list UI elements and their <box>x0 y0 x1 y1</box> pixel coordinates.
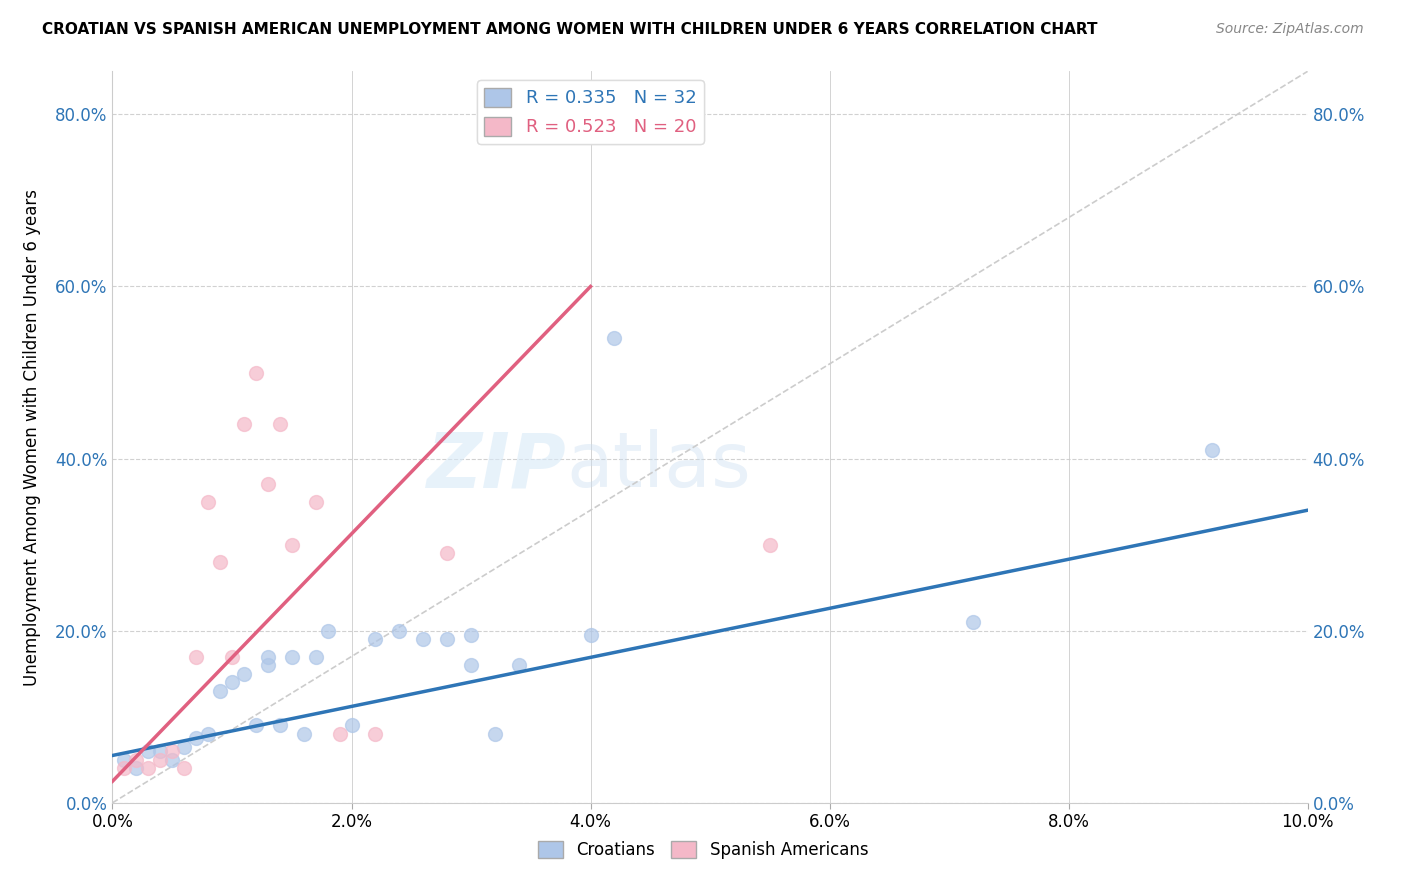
Legend: Croatians, Spanish Americans: Croatians, Spanish Americans <box>531 834 875 866</box>
Point <box>508 658 530 673</box>
Point <box>257 649 280 664</box>
Point <box>388 624 411 638</box>
Point <box>221 675 243 690</box>
Point <box>162 753 183 767</box>
Legend: R = 0.335   N = 32, R = 0.523   N = 20: R = 0.335 N = 32, R = 0.523 N = 20 <box>477 80 704 144</box>
Y-axis label: Unemployment Among Women with Children Under 6 years: Unemployment Among Women with Children U… <box>24 188 41 686</box>
Point <box>162 744 183 758</box>
Point <box>759 538 782 552</box>
Point <box>603 331 626 345</box>
Point <box>579 628 602 642</box>
Point <box>364 632 387 647</box>
Point <box>233 417 256 432</box>
Point <box>340 718 363 732</box>
Point <box>186 649 208 664</box>
Point <box>197 727 219 741</box>
Point <box>173 761 195 775</box>
Point <box>484 727 506 741</box>
Point <box>149 744 172 758</box>
Point <box>233 666 256 681</box>
Point <box>245 718 267 732</box>
Point <box>305 649 328 664</box>
Point <box>436 546 458 560</box>
Text: Source: ZipAtlas.com: Source: ZipAtlas.com <box>1216 22 1364 37</box>
Point <box>364 727 387 741</box>
Point <box>436 632 458 647</box>
Point <box>292 727 315 741</box>
Point <box>257 658 280 673</box>
Point <box>412 632 434 647</box>
Point <box>460 658 482 673</box>
Point <box>138 761 160 775</box>
Text: ZIP: ZIP <box>427 429 567 503</box>
Point <box>269 417 291 432</box>
Text: atlas: atlas <box>567 429 751 503</box>
Point <box>305 494 328 508</box>
Point <box>209 684 232 698</box>
Point <box>125 753 148 767</box>
Point <box>281 538 304 552</box>
Point <box>460 628 482 642</box>
Point <box>209 555 232 569</box>
Point <box>149 753 172 767</box>
Point <box>114 753 135 767</box>
Point <box>281 649 304 664</box>
Point <box>138 744 160 758</box>
Point <box>329 727 352 741</box>
Point <box>269 718 291 732</box>
Point <box>1201 442 1223 457</box>
Point <box>316 624 339 638</box>
Text: CROATIAN VS SPANISH AMERICAN UNEMPLOYMENT AMONG WOMEN WITH CHILDREN UNDER 6 YEAR: CROATIAN VS SPANISH AMERICAN UNEMPLOYMEN… <box>42 22 1098 37</box>
Point <box>257 477 280 491</box>
Point <box>114 761 135 775</box>
Point <box>962 615 984 629</box>
Point <box>245 366 267 380</box>
Point <box>186 731 208 746</box>
Point <box>221 649 243 664</box>
Point <box>125 761 148 775</box>
Point <box>197 494 219 508</box>
Point <box>173 739 195 754</box>
